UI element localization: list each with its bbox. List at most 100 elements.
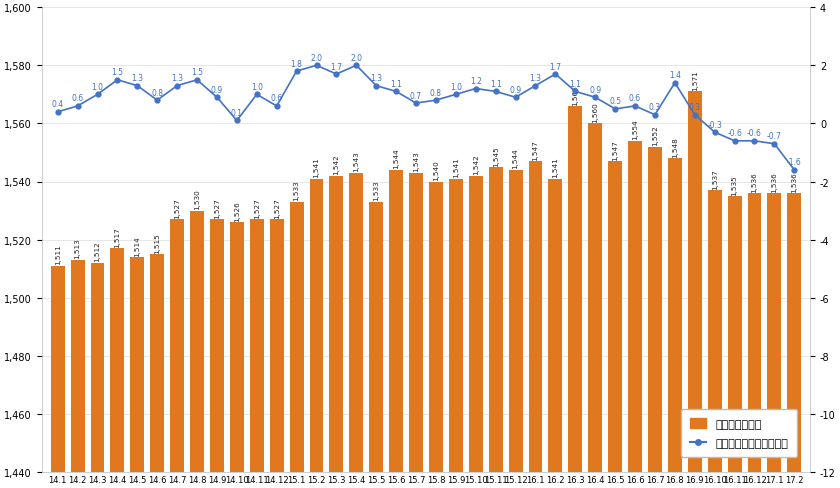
前年同月比増減率（％） bbox=[152, 98, 162, 104]
Text: 0.1: 0.1 bbox=[231, 109, 243, 118]
Bar bbox=[110, 249, 124, 488]
Text: 1.1: 1.1 bbox=[570, 80, 581, 89]
Bar bbox=[727, 197, 742, 488]
Bar bbox=[150, 255, 164, 488]
Text: 0.9: 0.9 bbox=[589, 85, 601, 95]
前年同月比増減率（％） bbox=[132, 83, 142, 89]
Bar bbox=[588, 124, 602, 488]
Line: 前年同月比増減率（％）: 前年同月比増減率（％） bbox=[55, 64, 796, 173]
Text: 1,515: 1,515 bbox=[155, 232, 160, 253]
前年同月比増減率（％） bbox=[53, 110, 63, 116]
Bar bbox=[91, 264, 104, 488]
Bar bbox=[349, 173, 363, 488]
前年同月比増減率（％） bbox=[172, 83, 182, 89]
Bar bbox=[549, 179, 562, 488]
Bar bbox=[668, 159, 682, 488]
Text: 1,547: 1,547 bbox=[533, 140, 538, 161]
Text: 1,514: 1,514 bbox=[134, 235, 140, 256]
Bar bbox=[509, 170, 522, 488]
Text: 1,513: 1,513 bbox=[75, 238, 81, 259]
Text: 1,540: 1,540 bbox=[433, 160, 439, 181]
Text: 1,533: 1,533 bbox=[294, 180, 300, 201]
Text: 0.5: 0.5 bbox=[609, 97, 622, 106]
Bar bbox=[50, 266, 65, 488]
Text: 0.4: 0.4 bbox=[51, 100, 64, 109]
前年同月比増減率（％） bbox=[232, 118, 242, 124]
Text: 2.0: 2.0 bbox=[350, 54, 362, 62]
Text: -0.7: -0.7 bbox=[767, 132, 782, 141]
Text: 0.3: 0.3 bbox=[648, 103, 661, 112]
前年同月比増減率（％） bbox=[312, 63, 322, 69]
Bar bbox=[171, 220, 184, 488]
Bar bbox=[309, 179, 323, 488]
Legend: 平均時給（円）, 前年同月比増減率（％）: 平均時給（円）, 前年同月比増減率（％） bbox=[680, 409, 797, 457]
Text: 1,566: 1,566 bbox=[572, 84, 578, 105]
Bar bbox=[469, 176, 483, 488]
前年同月比増減率（％） bbox=[411, 101, 421, 107]
Text: 1,533: 1,533 bbox=[373, 180, 379, 201]
Bar bbox=[329, 176, 344, 488]
前年同月比増減率（％） bbox=[252, 92, 262, 98]
Bar bbox=[270, 220, 284, 488]
Text: 1.0: 1.0 bbox=[251, 82, 263, 92]
Text: 1.3: 1.3 bbox=[131, 74, 144, 83]
Text: 1,560: 1,560 bbox=[592, 102, 598, 122]
Text: 1,554: 1,554 bbox=[632, 120, 638, 140]
Text: 1.1: 1.1 bbox=[490, 80, 501, 89]
Text: 1,535: 1,535 bbox=[732, 175, 738, 195]
Text: 0.9: 0.9 bbox=[510, 85, 522, 95]
前年同月比増減率（％） bbox=[769, 142, 780, 147]
Text: -1.6: -1.6 bbox=[787, 158, 801, 167]
Bar bbox=[290, 203, 303, 488]
Text: 1,542: 1,542 bbox=[333, 154, 339, 175]
前年同月比増減率（％） bbox=[351, 63, 361, 69]
Bar bbox=[429, 182, 443, 488]
Text: 1.0: 1.0 bbox=[450, 82, 462, 92]
Text: 1,511: 1,511 bbox=[55, 244, 60, 265]
Text: -0.6: -0.6 bbox=[747, 129, 762, 138]
Text: 1,537: 1,537 bbox=[711, 169, 717, 189]
Text: 0.6: 0.6 bbox=[270, 94, 283, 103]
Text: 1.4: 1.4 bbox=[669, 71, 681, 80]
Text: 1.8: 1.8 bbox=[291, 60, 302, 68]
Text: 0.6: 0.6 bbox=[71, 94, 84, 103]
前年同月比増減率（％） bbox=[391, 89, 402, 95]
Bar bbox=[708, 191, 722, 488]
Text: 0.3: 0.3 bbox=[689, 103, 701, 112]
前年同月比増減率（％） bbox=[331, 72, 341, 78]
Text: 1,548: 1,548 bbox=[672, 137, 678, 158]
前年同月比増減率（％） bbox=[113, 78, 123, 83]
Text: 1,541: 1,541 bbox=[313, 157, 319, 178]
前年同月比増減率（％） bbox=[192, 78, 202, 83]
Bar bbox=[230, 223, 244, 488]
Bar bbox=[210, 220, 224, 488]
前年同月比増減率（％） bbox=[470, 86, 480, 92]
Bar bbox=[628, 142, 642, 488]
Text: 1,571: 1,571 bbox=[692, 70, 698, 91]
Text: 1.1: 1.1 bbox=[391, 80, 402, 89]
Text: 1,517: 1,517 bbox=[114, 226, 120, 247]
Text: 1.7: 1.7 bbox=[549, 62, 561, 71]
前年同月比増減率（％） bbox=[650, 113, 660, 119]
Text: 1,527: 1,527 bbox=[254, 198, 260, 218]
Text: 1,526: 1,526 bbox=[234, 201, 240, 221]
前年同月比増減率（％） bbox=[790, 167, 800, 173]
前年同月比増減率（％） bbox=[669, 81, 680, 86]
Text: 1,545: 1,545 bbox=[493, 145, 499, 166]
Text: 1,530: 1,530 bbox=[194, 189, 200, 210]
Text: 1.2: 1.2 bbox=[470, 77, 481, 86]
Bar bbox=[249, 220, 264, 488]
Text: 1.5: 1.5 bbox=[112, 68, 123, 77]
Text: 1,527: 1,527 bbox=[174, 198, 180, 218]
Text: 1.5: 1.5 bbox=[191, 68, 203, 77]
Text: 1,544: 1,544 bbox=[393, 148, 399, 169]
Text: 1.3: 1.3 bbox=[370, 74, 382, 83]
前年同月比増減率（％） bbox=[451, 92, 461, 98]
Bar bbox=[71, 261, 85, 488]
Bar bbox=[370, 203, 383, 488]
Text: 1,552: 1,552 bbox=[652, 125, 658, 146]
Text: -0.6: -0.6 bbox=[727, 129, 742, 138]
Text: 1,544: 1,544 bbox=[512, 148, 518, 169]
前年同月比増減率（％） bbox=[271, 104, 281, 110]
Text: -0.3: -0.3 bbox=[707, 121, 722, 129]
